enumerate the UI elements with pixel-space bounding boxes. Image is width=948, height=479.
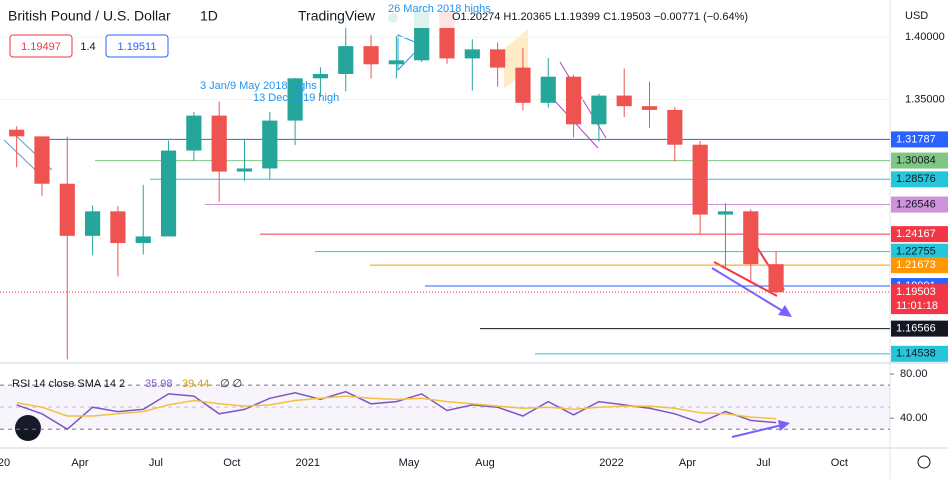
arrow-head (778, 420, 790, 431)
y-tick-label: 1.40000 (905, 31, 945, 43)
countdown: 11:01:18 (896, 300, 938, 312)
ohlc-legend: O1.20274 H1.20365 L1.19399 C1.19503 −0.0… (452, 11, 748, 23)
current-price: 1.19503 (896, 286, 936, 298)
candle-body (667, 109, 683, 145)
level-label: 1.30084 (896, 154, 936, 166)
candle-body (85, 211, 101, 236)
candle-body (717, 211, 734, 215)
candle-body (338, 46, 354, 74)
current-price-bg (891, 284, 948, 315)
candle-body (312, 73, 329, 79)
candle-body (641, 106, 658, 110)
x-tick-label: Jul (149, 457, 163, 469)
candle-body (515, 67, 531, 103)
candle-body (236, 168, 253, 172)
level-label: 1.14538 (896, 348, 936, 360)
candle-body (388, 60, 404, 65)
x-tick-label: Oct (831, 457, 848, 469)
x-tick-label: May (399, 457, 420, 469)
level-label-bg (891, 196, 948, 213)
candle-body (768, 264, 784, 293)
ask: 1.19511 (118, 41, 157, 53)
level-label: 1.31787 (896, 133, 936, 145)
x-tick-label: 20 (0, 457, 10, 469)
level-label-bg (891, 320, 948, 337)
bid-box[interactable] (9, 34, 73, 58)
x-tick-label: 2021 (296, 457, 320, 469)
y-tick-label: 40.00 (900, 412, 928, 424)
rsi-band (0, 385, 890, 430)
level-label-bg (891, 171, 948, 188)
candle-body (616, 95, 632, 107)
candle-body (464, 49, 480, 59)
candle-body (59, 183, 75, 236)
rsi-sma-value: 39.44 (182, 378, 210, 390)
candle-body (262, 120, 278, 169)
annotation: 13 Dec 2019 high (253, 92, 339, 104)
candle-body (135, 236, 151, 244)
candle-body (565, 76, 582, 125)
level-label: 1.26546 (896, 198, 936, 210)
x-tick-label: 2022 (599, 457, 623, 469)
symbol-title: British Pound / U.S. Dollar (8, 8, 171, 24)
candle-body (363, 46, 379, 65)
level-label-bg (891, 152, 948, 169)
currency[interactable]: USD (905, 10, 928, 22)
spread: 1.4 (80, 41, 95, 53)
x-tick-label: Oct (223, 457, 240, 469)
candle-body (186, 115, 202, 151)
settings-icon[interactable] (917, 455, 931, 469)
candle-body (743, 211, 759, 265)
highlight-box (504, 28, 528, 90)
candle-body (110, 211, 126, 244)
interval: 1D (200, 8, 218, 24)
channel-line (559, 61, 607, 139)
candle-body (9, 129, 25, 137)
rsi-value: 35.98 (145, 378, 173, 390)
source: TradingView (298, 8, 376, 24)
level-label: 1.16566 (896, 323, 936, 335)
arrow (711, 267, 787, 314)
triangle-drawing (397, 34, 423, 72)
tv-logo (15, 415, 41, 441)
bid: 1.19497 (21, 41, 61, 53)
level-label: 1.28576 (896, 173, 936, 185)
ask-box[interactable] (105, 34, 169, 58)
level-label: 1.21673 (896, 259, 936, 271)
candle-body (540, 76, 556, 103)
y-tick-label: 1.35000 (905, 93, 945, 105)
level-label: 1.24167 (896, 228, 936, 240)
candle-body (692, 144, 708, 215)
x-tick-label: Aug (475, 457, 495, 469)
annotation: 3 Jan/9 May 2018 highs (200, 80, 317, 92)
y-tick-label: 80.00 (900, 368, 928, 380)
rsi-line (16, 390, 777, 431)
level-label: 1.22755 (896, 246, 936, 258)
x-tick-label: Apr (679, 457, 696, 469)
rsi-title: RSI 14 close SMA 14 2 (12, 378, 125, 390)
arrow-head (778, 305, 792, 317)
candle-body (34, 136, 50, 184)
candle-body (211, 115, 227, 172)
annotation: 26 March 2018 highs (388, 3, 491, 15)
x-tick-label: Apr (71, 457, 88, 469)
candle-body (160, 150, 177, 237)
header-bg (0, 0, 600, 28)
wedge-line (713, 261, 778, 297)
candle-body (287, 78, 303, 121)
x-tick-label: Jul (756, 457, 770, 469)
level-label-bg (891, 345, 948, 362)
level-label-bg (891, 243, 948, 260)
rsi-line (16, 395, 777, 420)
level-label-bg (891, 226, 948, 243)
level-label-bg (891, 257, 948, 274)
rsi-extra: ∅ ∅ (220, 378, 242, 390)
candle-body (591, 95, 607, 125)
arrow (731, 424, 783, 438)
level-label-bg (891, 131, 948, 148)
candle-body (490, 49, 506, 68)
